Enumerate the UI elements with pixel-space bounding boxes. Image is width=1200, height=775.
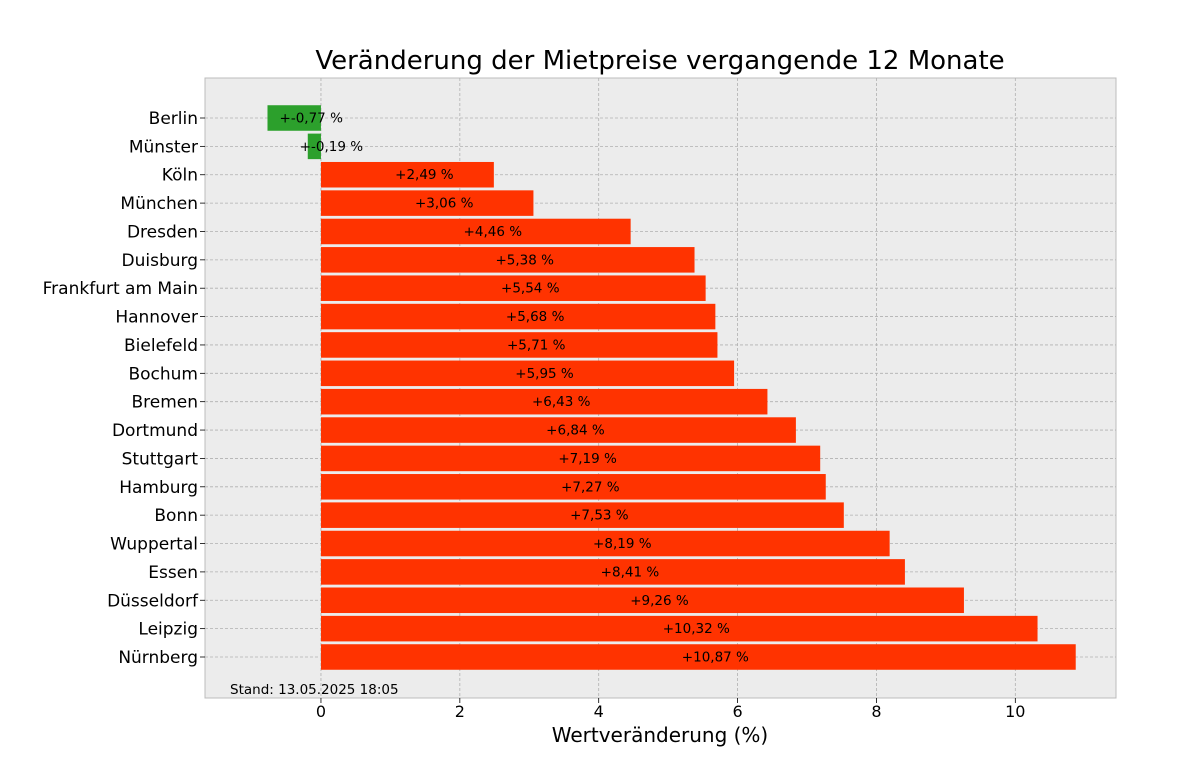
data-labels: +-0,77 % +-0,19 % +2,49 % +3,06 % +4,46 % +5,… — [280, 111, 750, 666]
bar — [320, 587, 964, 614]
data-label: +8,19 % — [593, 536, 652, 552]
bars — [267, 105, 1076, 670]
data-label: +5,95 % — [515, 366, 574, 382]
x-tick-label: 6 — [732, 702, 742, 721]
category-label: Dortmund — [112, 421, 198, 441]
bar — [320, 644, 1076, 670]
category-label: Leipzig — [138, 620, 198, 640]
data-label: +-0,77 % — [280, 111, 344, 127]
data-label: +5,54 % — [501, 281, 560, 297]
x-axis-ticks: 0 2 4 6 8 10 — [316, 698, 1025, 721]
bar — [307, 133, 321, 160]
data-label: +8,41 % — [601, 564, 660, 580]
timestamp-footnote: Stand: 13.05.2025 18:05 — [230, 682, 399, 698]
bar — [320, 559, 905, 585]
x-tick-label: 4 — [594, 702, 604, 721]
category-label: Frankfurt am Main — [43, 279, 198, 299]
category-label: Duisburg — [122, 251, 199, 271]
category-label: Hamburg — [119, 478, 198, 498]
data-label: +10,32 % — [663, 621, 730, 637]
data-label: +7,19 % — [558, 451, 617, 467]
bar — [320, 190, 534, 216]
category-label: Bonn — [154, 506, 198, 526]
bar — [320, 615, 1038, 642]
category-label: Dresden — [127, 222, 198, 242]
data-label: +3,06 % — [415, 196, 474, 212]
category-label: München — [120, 194, 198, 214]
data-label: +9,26 % — [630, 593, 689, 609]
x-axis-label: Wertveränderung (%) — [552, 723, 769, 747]
category-label: Stuttgart — [122, 449, 199, 469]
bar — [320, 388, 768, 415]
bar — [320, 445, 821, 472]
bar — [320, 502, 844, 528]
x-tick-label: 0 — [316, 702, 326, 721]
chart-title: Veränderung der Mietpreise vergangende 1… — [315, 46, 1004, 76]
data-label: +7,53 % — [570, 508, 629, 524]
bar — [320, 303, 716, 330]
bar — [320, 247, 695, 273]
data-label: +5,38 % — [495, 252, 554, 268]
bar — [320, 275, 706, 301]
bar — [320, 417, 796, 443]
bar — [320, 474, 826, 500]
data-label: +4,46 % — [464, 224, 523, 240]
bar — [320, 332, 718, 358]
category-label: Münster — [129, 137, 198, 157]
category-label: Düsseldorf — [107, 591, 199, 611]
data-label: +10,87 % — [682, 650, 749, 666]
category-label: Bremen — [131, 393, 198, 413]
x-tick-label: 2 — [455, 702, 465, 721]
data-label: +7,27 % — [561, 479, 620, 495]
bar — [320, 161, 494, 188]
bar — [320, 530, 890, 557]
data-label: +6,43 % — [532, 394, 591, 410]
data-label: +-0,19 % — [300, 139, 364, 155]
category-label: Bielefeld — [124, 336, 198, 356]
category-label: Bochum — [128, 364, 198, 384]
category-label: Essen — [148, 563, 198, 583]
category-label: Hannover — [115, 308, 198, 328]
category-label: Köln — [162, 166, 198, 186]
category-label: Nürnberg — [118, 648, 198, 668]
data-label: +5,68 % — [506, 309, 565, 325]
data-label: +5,71 % — [507, 337, 566, 353]
data-label: +2,49 % — [395, 167, 454, 183]
bar — [267, 105, 321, 131]
category-label: Wuppertal — [110, 535, 198, 555]
category-labels: Berlin Münster Köln München Dresden Duisburg F… — [43, 109, 205, 668]
data-label: +6,84 % — [546, 423, 605, 439]
bar — [320, 360, 735, 387]
x-tick-label: 10 — [1005, 702, 1025, 721]
bar — [320, 218, 631, 245]
x-tick-label: 8 — [871, 702, 881, 721]
category-label: Berlin — [149, 109, 198, 129]
